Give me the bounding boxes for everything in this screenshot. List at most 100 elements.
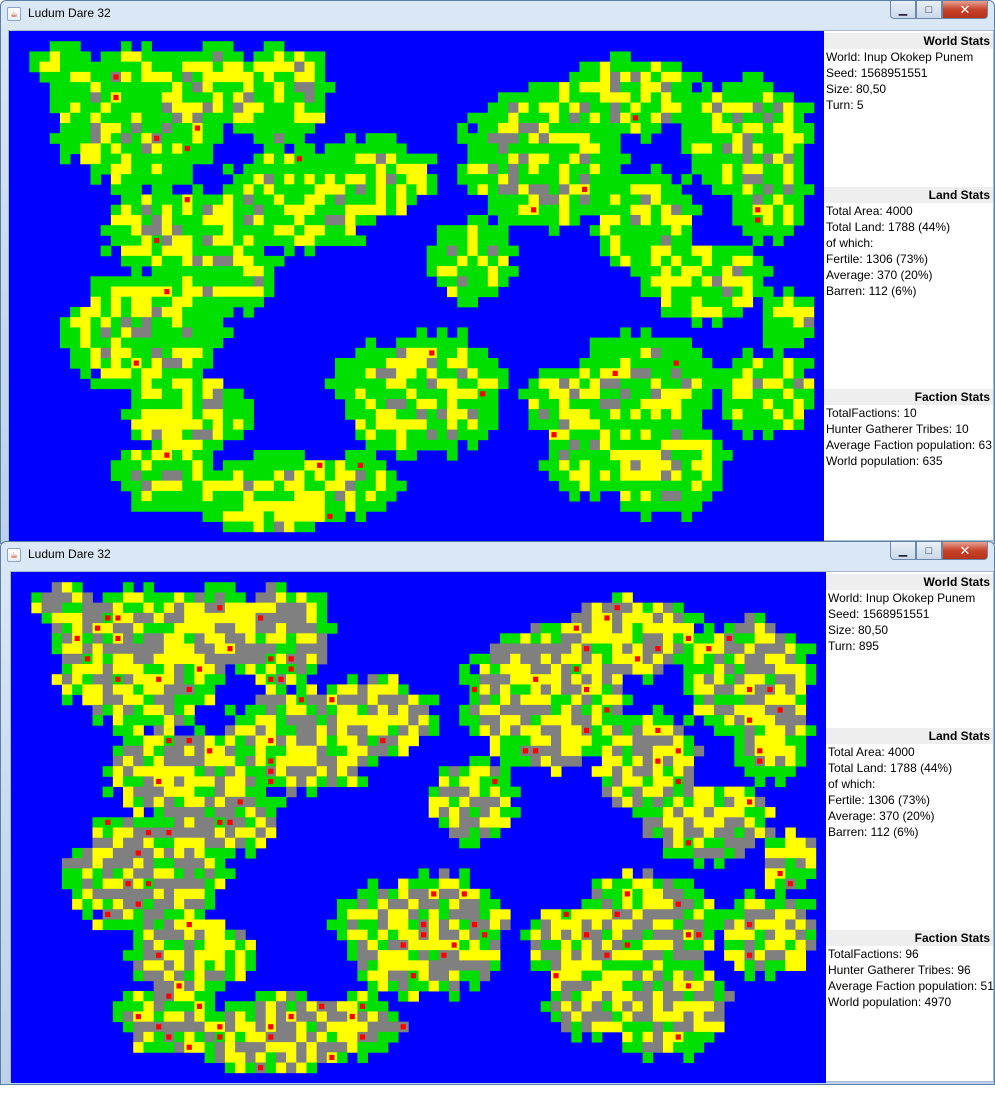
faction-marker[interactable]: [614, 605, 620, 611]
faction-marker[interactable]: [634, 656, 641, 662]
maximize-button[interactable]: □: [916, 1, 942, 19]
faction-marker[interactable]: [480, 391, 486, 397]
faction-marker[interactable]: [166, 1034, 172, 1040]
faction-marker[interactable]: [655, 758, 661, 764]
faction-marker[interactable]: [296, 156, 302, 162]
faction-marker[interactable]: [747, 799, 753, 805]
faction-marker[interactable]: [217, 819, 223, 825]
faction-marker[interactable]: [319, 1003, 325, 1009]
faction-marker[interactable]: [237, 799, 243, 805]
faction-marker[interactable]: [400, 942, 406, 948]
faction-marker[interactable]: [624, 942, 630, 948]
faction-marker[interactable]: [747, 921, 753, 928]
faction-marker[interactable]: [288, 666, 294, 672]
faction-marker[interactable]: [105, 819, 111, 825]
faction-marker[interactable]: [757, 748, 763, 754]
faction-marker[interactable]: [156, 1024, 162, 1030]
faction-marker[interactable]: [135, 1013, 141, 1020]
faction-marker[interactable]: [451, 942, 457, 948]
faction-marker[interactable]: [706, 646, 712, 652]
faction-marker[interactable]: [604, 615, 610, 621]
faction-marker[interactable]: [164, 452, 170, 458]
world-map[interactable]: [11, 572, 826, 1083]
faction-marker[interactable]: [604, 952, 610, 958]
faction-marker[interactable]: [421, 932, 427, 938]
faction-marker[interactable]: [217, 1024, 223, 1030]
title-bar[interactable]: ☕ Ludum Dare 32 ▁ □ ✕: [1, 1, 994, 29]
faction-marker[interactable]: [156, 676, 162, 682]
faction-marker[interactable]: [154, 135, 160, 141]
faction-marker[interactable]: [268, 1024, 274, 1030]
faction-marker[interactable]: [298, 697, 304, 703]
faction-marker[interactable]: [522, 748, 529, 754]
faction-marker[interactable]: [747, 686, 753, 693]
faction-marker[interactable]: [329, 697, 335, 703]
faction-marker[interactable]: [584, 727, 590, 734]
faction-marker[interactable]: [207, 748, 213, 754]
faction-marker[interactable]: [194, 125, 201, 131]
faction-marker[interactable]: [471, 921, 478, 928]
faction-marker[interactable]: [685, 635, 692, 642]
faction-marker[interactable]: [431, 891, 437, 897]
faction-marker[interactable]: [604, 707, 610, 713]
faction-marker[interactable]: [186, 921, 192, 928]
faction-marker[interactable]: [258, 1065, 264, 1071]
faction-marker[interactable]: [217, 605, 223, 611]
faction-marker[interactable]: [115, 615, 121, 621]
faction-marker[interactable]: [471, 686, 478, 693]
faction-marker[interactable]: [105, 615, 111, 621]
faction-marker[interactable]: [573, 625, 579, 631]
faction-marker[interactable]: [582, 186, 588, 193]
faction-marker[interactable]: [268, 768, 274, 774]
faction-marker[interactable]: [145, 830, 152, 836]
close-button[interactable]: ✕: [942, 1, 988, 19]
faction-marker[interactable]: [227, 646, 233, 652]
world-map[interactable]: [9, 31, 824, 542]
faction-marker[interactable]: [186, 1044, 192, 1050]
faction-marker[interactable]: [95, 625, 101, 631]
faction-marker[interactable]: [278, 676, 284, 682]
faction-marker[interactable]: [357, 462, 364, 468]
faction-marker[interactable]: [74, 635, 80, 642]
faction-marker[interactable]: [268, 656, 274, 662]
faction-marker[interactable]: [186, 686, 192, 693]
faction-marker[interactable]: [329, 1054, 335, 1061]
faction-marker[interactable]: [288, 1013, 294, 1020]
faction-marker[interactable]: [268, 676, 274, 682]
faction-marker[interactable]: [747, 717, 753, 723]
faction-marker[interactable]: [115, 635, 121, 642]
faction-marker[interactable]: [268, 758, 274, 764]
faction-marker[interactable]: [288, 656, 294, 662]
faction-marker[interactable]: [113, 74, 119, 80]
faction-marker[interactable]: [135, 901, 141, 907]
faction-marker[interactable]: [217, 1034, 223, 1040]
minimize-button[interactable]: ▁: [890, 542, 916, 560]
faction-marker[interactable]: [533, 748, 539, 754]
faction-marker[interactable]: [685, 840, 692, 846]
faction-marker[interactable]: [84, 656, 90, 662]
faction-marker[interactable]: [685, 932, 692, 938]
faction-marker[interactable]: [196, 1003, 203, 1009]
faction-marker[interactable]: [441, 952, 447, 958]
faction-marker[interactable]: [584, 686, 590, 693]
faction-marker[interactable]: [258, 615, 264, 621]
maximize-button[interactable]: □: [916, 542, 942, 560]
faction-marker[interactable]: [359, 1034, 366, 1040]
faction-marker[interactable]: [755, 207, 761, 213]
faction-marker[interactable]: [227, 819, 233, 825]
faction-marker[interactable]: [410, 973, 416, 979]
faction-marker[interactable]: [156, 952, 162, 958]
faction-marker[interactable]: [400, 1024, 406, 1030]
faction-marker[interactable]: [563, 911, 569, 917]
faction-marker[interactable]: [135, 850, 141, 856]
faction-marker[interactable]: [573, 666, 579, 672]
faction-marker[interactable]: [184, 145, 190, 152]
faction-marker[interactable]: [421, 921, 427, 928]
faction-marker[interactable]: [166, 830, 172, 836]
faction-marker[interactable]: [482, 932, 488, 938]
faction-marker[interactable]: [675, 1034, 681, 1040]
java-cup-icon[interactable]: ☕: [7, 548, 21, 562]
faction-marker[interactable]: [268, 778, 274, 785]
close-button[interactable]: ✕: [942, 542, 988, 560]
minimize-button[interactable]: ▁: [890, 1, 916, 19]
